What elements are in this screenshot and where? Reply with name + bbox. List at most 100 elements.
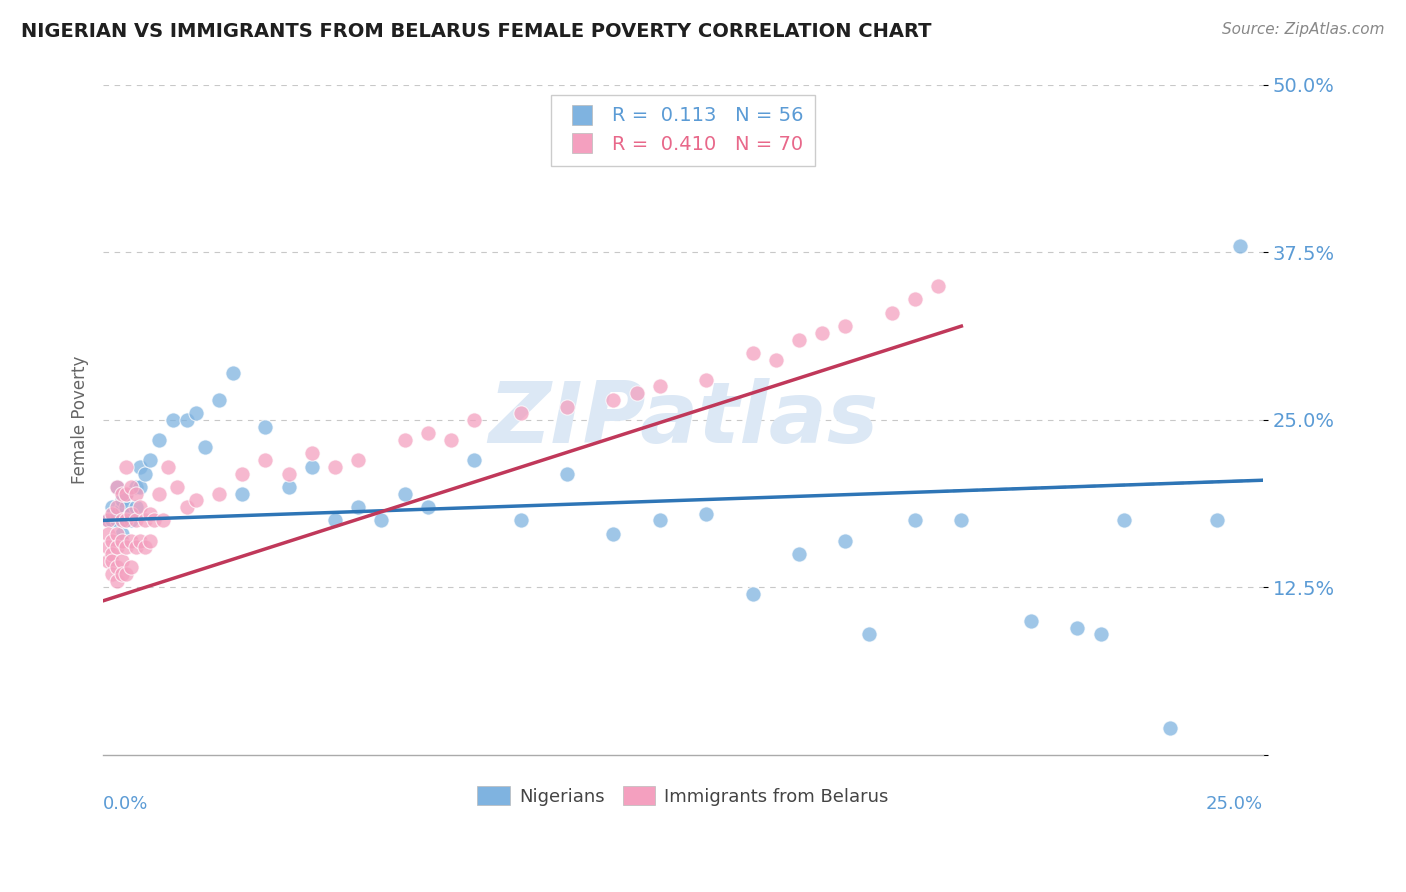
Point bbox=[765, 352, 787, 367]
Point bbox=[787, 333, 810, 347]
Point bbox=[834, 533, 856, 548]
Point bbox=[208, 486, 231, 500]
Point bbox=[301, 446, 323, 460]
Point bbox=[105, 513, 128, 527]
Point bbox=[120, 480, 142, 494]
Point bbox=[148, 433, 170, 447]
Point bbox=[347, 500, 370, 514]
Point bbox=[741, 587, 763, 601]
Point bbox=[927, 279, 949, 293]
Point bbox=[97, 513, 120, 527]
Point bbox=[105, 480, 128, 494]
Point bbox=[416, 426, 439, 441]
Point bbox=[301, 459, 323, 474]
Point bbox=[602, 392, 624, 407]
Point bbox=[695, 373, 717, 387]
Point bbox=[101, 553, 124, 567]
Point bbox=[124, 480, 146, 494]
Point bbox=[1159, 721, 1181, 735]
Point bbox=[143, 513, 166, 527]
Point bbox=[115, 500, 138, 514]
Point bbox=[1112, 513, 1135, 527]
Point bbox=[834, 319, 856, 334]
Point bbox=[138, 507, 160, 521]
Point bbox=[129, 480, 152, 494]
Point bbox=[111, 486, 134, 500]
Point bbox=[105, 507, 128, 521]
Point bbox=[124, 513, 146, 527]
Point bbox=[194, 440, 217, 454]
Point bbox=[950, 513, 973, 527]
Point bbox=[602, 526, 624, 541]
Text: ZIPatlas: ZIPatlas bbox=[488, 378, 879, 461]
Point bbox=[626, 386, 648, 401]
Point bbox=[115, 486, 138, 500]
Point bbox=[111, 533, 134, 548]
Point bbox=[124, 540, 146, 554]
Point bbox=[254, 453, 277, 467]
Point bbox=[1019, 614, 1042, 628]
Point bbox=[184, 406, 207, 420]
Point bbox=[101, 567, 124, 582]
Point bbox=[111, 493, 134, 508]
Point bbox=[105, 480, 128, 494]
Point bbox=[323, 513, 346, 527]
Point bbox=[120, 513, 142, 527]
Point bbox=[1205, 513, 1227, 527]
Point bbox=[105, 574, 128, 588]
Text: NIGERIAN VS IMMIGRANTS FROM BELARUS FEMALE POVERTY CORRELATION CHART: NIGERIAN VS IMMIGRANTS FROM BELARUS FEMA… bbox=[21, 22, 932, 41]
Point bbox=[120, 533, 142, 548]
Text: 25.0%: 25.0% bbox=[1206, 795, 1263, 814]
Point bbox=[111, 567, 134, 582]
Point bbox=[880, 306, 903, 320]
Point bbox=[129, 533, 152, 548]
Point bbox=[463, 413, 485, 427]
Point bbox=[115, 540, 138, 554]
Point bbox=[134, 467, 156, 481]
Point bbox=[115, 459, 138, 474]
Point bbox=[134, 513, 156, 527]
Point bbox=[152, 513, 174, 527]
Point bbox=[277, 480, 299, 494]
Point bbox=[440, 433, 463, 447]
Point bbox=[97, 553, 120, 567]
Point bbox=[787, 547, 810, 561]
Point bbox=[105, 540, 128, 554]
Point bbox=[101, 547, 124, 561]
Point bbox=[1090, 627, 1112, 641]
Point bbox=[509, 406, 531, 420]
Y-axis label: Female Poverty: Female Poverty bbox=[72, 356, 89, 484]
Point bbox=[416, 500, 439, 514]
Point bbox=[555, 400, 578, 414]
Point bbox=[555, 467, 578, 481]
Point bbox=[115, 567, 138, 582]
Point bbox=[129, 459, 152, 474]
Point bbox=[162, 413, 184, 427]
Point bbox=[111, 553, 134, 567]
Point bbox=[176, 500, 198, 514]
Point bbox=[115, 513, 138, 527]
Point bbox=[97, 526, 120, 541]
Point bbox=[648, 379, 671, 393]
Text: Source: ZipAtlas.com: Source: ZipAtlas.com bbox=[1222, 22, 1385, 37]
Point bbox=[166, 480, 188, 494]
Point bbox=[105, 560, 128, 574]
Point bbox=[105, 526, 128, 541]
Point bbox=[509, 513, 531, 527]
Point bbox=[394, 486, 416, 500]
Point bbox=[97, 513, 120, 527]
Point bbox=[138, 533, 160, 548]
Point bbox=[222, 366, 245, 380]
Point bbox=[129, 500, 152, 514]
Point bbox=[101, 533, 124, 548]
Point bbox=[101, 500, 124, 514]
Point bbox=[231, 467, 253, 481]
Point bbox=[811, 326, 834, 340]
Legend: Nigerians, Immigrants from Belarus: Nigerians, Immigrants from Belarus bbox=[470, 779, 896, 813]
Point bbox=[134, 540, 156, 554]
Point bbox=[120, 507, 142, 521]
Point bbox=[111, 513, 134, 527]
Point bbox=[157, 459, 180, 474]
Point bbox=[1066, 621, 1088, 635]
Point bbox=[254, 419, 277, 434]
